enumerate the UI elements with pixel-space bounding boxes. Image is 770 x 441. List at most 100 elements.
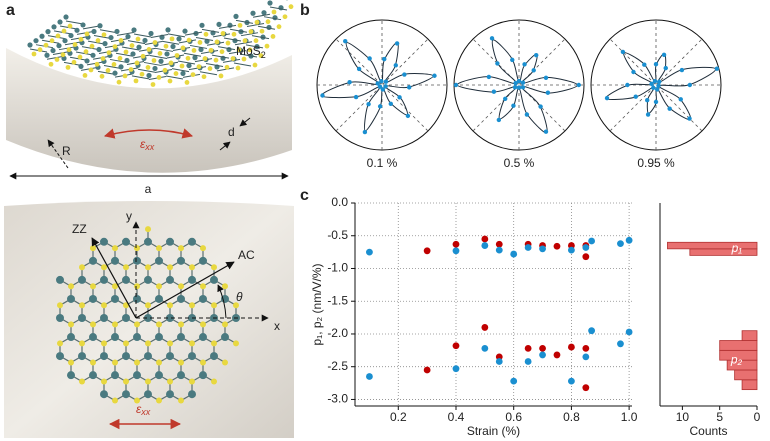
mo-atom: [80, 22, 86, 28]
mo-atom: [122, 390, 130, 399]
mo-atom: [186, 62, 192, 69]
armchair-label: AC: [238, 248, 255, 262]
s-atom: [112, 245, 118, 252]
s-atom: [83, 49, 89, 55]
s-atom: [145, 340, 151, 347]
data-point: [405, 113, 411, 119]
polar-guide: [335, 38, 429, 132]
data-point: [366, 248, 373, 256]
data-point: [495, 61, 500, 66]
y-tick-label: -2.5: [327, 359, 348, 373]
bond: [205, 63, 224, 68]
data-point: [543, 75, 549, 80]
data-point: [663, 65, 668, 71]
s-atom: [152, 40, 158, 45]
mo-atom: [112, 70, 118, 76]
mo-atom: [177, 371, 185, 380]
s-atom: [191, 48, 197, 53]
data-point: [582, 384, 590, 392]
mo-atom: [155, 294, 163, 303]
s-atom: [254, 19, 260, 25]
mo-atom: [133, 371, 141, 380]
s-atom: [145, 378, 151, 385]
s-atom: [271, 9, 277, 15]
data-point: [452, 247, 460, 255]
data-point: [588, 327, 596, 335]
bond: [65, 20, 84, 25]
series-label: p₁: [731, 241, 743, 255]
mo-atom: [51, 24, 57, 30]
s-atom: [145, 302, 151, 309]
mo-atom: [67, 371, 75, 380]
data-point: [582, 244, 590, 251]
bond: [99, 29, 118, 34]
polar-guide: [472, 38, 566, 132]
bond: [263, 16, 282, 21]
s-atom: [173, 71, 179, 76]
mo-atom: [216, 21, 222, 28]
bond: [137, 68, 156, 73]
x-tick-label: 10: [676, 410, 690, 424]
panel-label: a: [6, 2, 15, 19]
s-atom: [65, 64, 71, 70]
mo-atom: [166, 352, 174, 361]
data-point: [394, 41, 400, 46]
mo-atom: [210, 275, 218, 284]
data-point: [513, 80, 518, 86]
mo-atom: [144, 237, 152, 246]
polar-guide: [335, 38, 429, 132]
material-label: MoS2: [236, 44, 266, 60]
bond: [257, 25, 276, 30]
bond: [133, 33, 152, 38]
data-point: [568, 246, 575, 254]
bond: [206, 41, 225, 46]
radius-label: R: [62, 144, 71, 158]
hist-bar: [741, 379, 758, 391]
s-atom: [214, 39, 220, 45]
s-atom: [189, 340, 195, 347]
y-axis-label: y: [126, 209, 132, 223]
s-atom: [213, 57, 219, 63]
mo-atom: [221, 294, 229, 303]
zigzag-arrow: [91, 237, 137, 319]
s-atom: [101, 32, 107, 38]
s-atom: [68, 321, 74, 328]
mo-atom: [56, 314, 64, 322]
s-atom: [220, 31, 226, 36]
bond: [251, 35, 270, 40]
data-point: [366, 373, 373, 380]
y-tick-label: -1.0: [327, 261, 348, 275]
s-atom: [48, 61, 54, 67]
s-atom: [185, 55, 191, 61]
mo-atom: [188, 237, 196, 246]
mo-atom: [74, 27, 80, 33]
mo-atom: [45, 29, 51, 35]
s-atom: [167, 378, 173, 385]
s-atom: [189, 264, 195, 271]
y-axis-title: p₁, p₂ (nm/V/%): [310, 263, 324, 345]
s-atom: [82, 73, 88, 78]
mo-atom: [125, 33, 131, 40]
y-tick-label: -3.0: [327, 392, 348, 406]
s-atom: [163, 43, 169, 49]
mo-atom: [89, 256, 97, 265]
data-point: [510, 377, 518, 385]
s-atom: [79, 378, 85, 385]
s-atom: [178, 283, 184, 290]
mo-atom: [122, 352, 130, 361]
bond: [222, 58, 241, 63]
s-atom: [123, 264, 129, 271]
s-atom: [112, 397, 118, 404]
bond: [177, 60, 196, 65]
s-atom: [276, 24, 282, 30]
s-atom: [270, 34, 276, 39]
bond: [211, 54, 230, 59]
data-point: [520, 80, 526, 85]
data-point: [379, 78, 384, 84]
mo-atom: [188, 352, 196, 361]
mo-atom: [272, 15, 278, 21]
s-atom: [233, 340, 239, 347]
s-atom: [167, 78, 173, 84]
mo-atom: [199, 294, 207, 303]
mo-atom: [57, 19, 63, 25]
